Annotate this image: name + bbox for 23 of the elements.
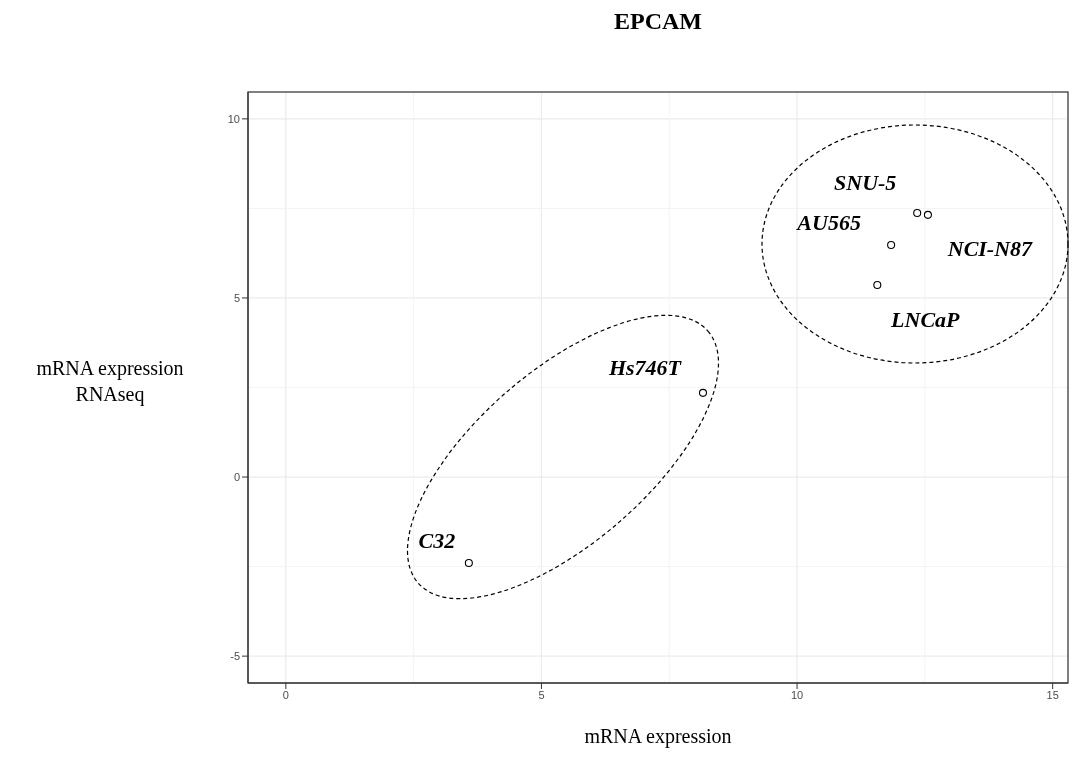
- annotation: SNU-5: [834, 169, 897, 195]
- x-tick-label: 15: [1046, 688, 1059, 701]
- x-tick-label: 10: [790, 688, 804, 701]
- x-axis-title: mRNA expression: [583, 725, 733, 748]
- x-tick-label: 0: [282, 688, 289, 701]
- point: [464, 558, 473, 568]
- point: [698, 388, 708, 397]
- point: [873, 281, 882, 290]
- annotation: AU565: [795, 210, 861, 236]
- y-tick-label: 10: [227, 112, 240, 125]
- y-tick-label: 5: [233, 291, 240, 304]
- point: [913, 209, 922, 218]
- x-tick-label: 5: [538, 688, 545, 701]
- y-tick-label: -5: [230, 650, 240, 663]
- annotation: NCI-N87: [946, 236, 1034, 262]
- annotation: Hs746T: [607, 355, 683, 381]
- point: [923, 210, 932, 219]
- chart-title: EPCAM: [613, 8, 703, 35]
- y-axis-title: mRNA expression RNAseq: [35, 356, 185, 407]
- y-tick-label: 0: [233, 470, 240, 483]
- annotation: LNCaP: [890, 306, 961, 332]
- annotation: C32: [418, 527, 456, 553]
- point: [887, 240, 896, 249]
